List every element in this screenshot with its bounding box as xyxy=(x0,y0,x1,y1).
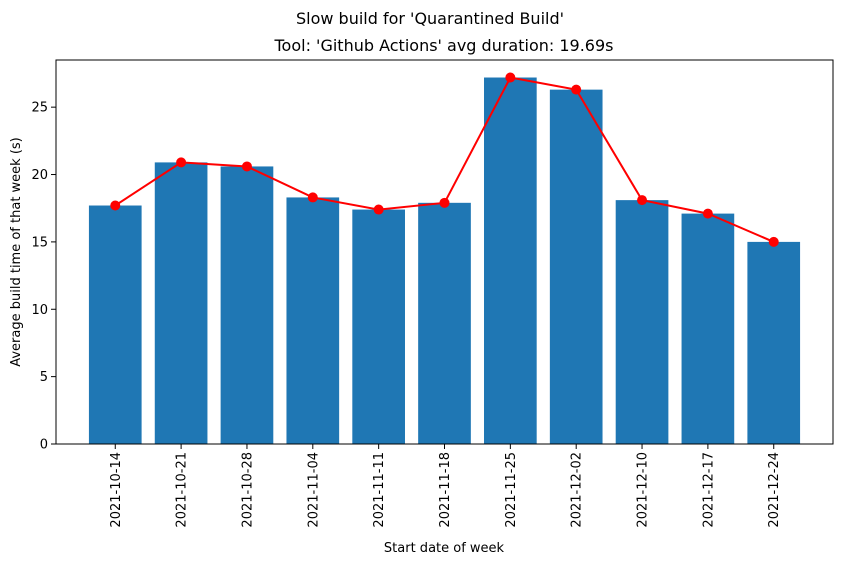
x-tick-label-2021-12-02: 2021-12-02 xyxy=(570,452,585,528)
trend-point-2021-11-04 xyxy=(307,192,318,203)
x-tick-label-2021-11-25: 2021-11-25 xyxy=(504,452,519,528)
x-tick-label-2021-12-10: 2021-12-10 xyxy=(636,452,651,528)
trend-point-2021-10-28 xyxy=(241,161,252,172)
bar-2021-10-28 xyxy=(220,166,274,444)
x-tick-label-2021-11-18: 2021-11-18 xyxy=(438,452,453,528)
y-tick-label-10: 10 xyxy=(31,303,48,318)
y-axis-label: Average build time of that week (s) xyxy=(9,137,24,367)
bar-2021-10-14 xyxy=(88,205,142,444)
x-tick-label-2021-10-21: 2021-10-21 xyxy=(175,452,190,528)
trend-point-2021-11-11 xyxy=(373,204,384,215)
trend-line-group xyxy=(110,72,779,247)
x-tick-label-2021-10-14: 2021-10-14 xyxy=(109,452,124,528)
x-tick-label-2021-12-17: 2021-12-17 xyxy=(701,452,716,528)
y-tick-label-15: 15 xyxy=(31,235,48,250)
bar-2021-11-18 xyxy=(418,202,471,444)
x-tick-label-2021-12-24: 2021-12-24 xyxy=(767,452,782,528)
trend-point-2021-11-25 xyxy=(505,72,516,83)
bar-2021-11-11 xyxy=(352,209,405,444)
bar-2021-10-21 xyxy=(154,162,208,444)
bar-2021-12-24 xyxy=(747,241,801,444)
bar-2021-12-02 xyxy=(549,89,603,445)
chart-title: Tool: 'Github Actions' avg duration: 19.… xyxy=(274,36,614,55)
trend-point-2021-12-10 xyxy=(637,195,648,206)
y-tick-label-5: 5 xyxy=(40,370,48,385)
trend-point-2021-12-24 xyxy=(768,236,779,247)
trend-point-2021-10-14 xyxy=(110,200,121,211)
x-tick-label-2021-11-11: 2021-11-11 xyxy=(372,452,387,528)
x-tick-label-2021-10-28: 2021-10-28 xyxy=(240,452,255,528)
y-tick-label-0: 0 xyxy=(40,438,48,453)
bar-group xyxy=(88,77,801,445)
trend-point-2021-12-02 xyxy=(571,84,582,95)
x-tick-label-2021-11-04: 2021-11-04 xyxy=(306,452,321,528)
bar-2021-12-17 xyxy=(681,213,735,444)
x-axis-label: Start date of week xyxy=(384,541,505,556)
trend-point-2021-12-17 xyxy=(702,208,713,219)
y-tick-label-20: 20 xyxy=(31,168,48,183)
chart-suptitle: Slow build for 'Quarantined Build' xyxy=(296,9,564,28)
axes-group: 0 5 10 15 20 25 2021-10-14 2021-10-21 2021-10-28… xyxy=(31,59,834,528)
trend-point-2021-11-18 xyxy=(439,197,450,208)
y-tick-label-25: 25 xyxy=(31,101,48,116)
bar-2021-12-10 xyxy=(615,200,669,444)
trend-point-2021-10-21 xyxy=(176,157,187,168)
bar-2021-11-04 xyxy=(286,197,340,444)
bar-2021-11-25 xyxy=(484,77,537,444)
